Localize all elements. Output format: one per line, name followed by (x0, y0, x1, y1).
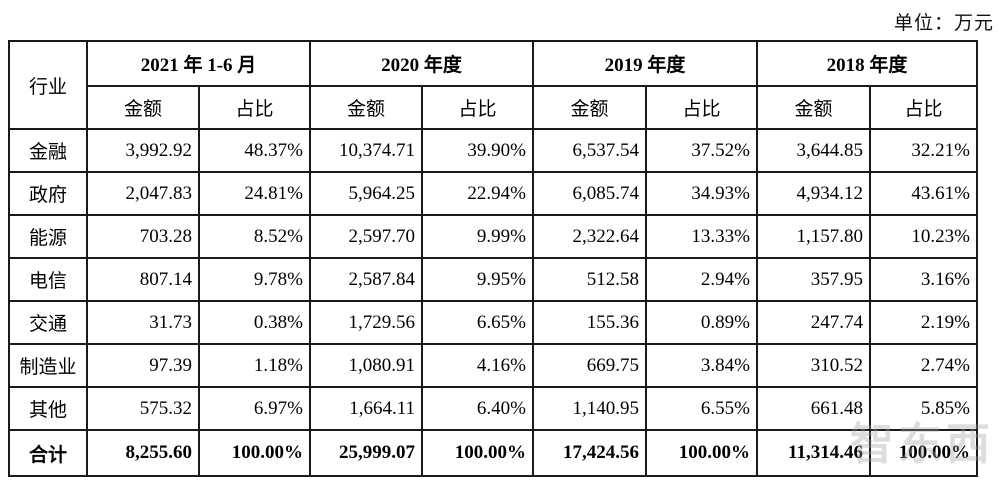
table-cell: 512.58 (532, 257, 647, 302)
table-cell: 703.28 (86, 214, 200, 259)
table-cell: 10,374.71 (309, 128, 423, 173)
table-cell: 100.00% (421, 429, 534, 477)
table-cell: 100.00% (645, 429, 758, 477)
table-cell: 11,314.46 (756, 429, 871, 477)
table-cell: 24.81% (198, 171, 311, 216)
ratio-header-2020: 占比 (421, 85, 534, 130)
table-cell: 2,322.64 (532, 214, 647, 259)
table-cell: 100.00% (198, 429, 311, 477)
period-header-2021: 2021 年 1-6 月 (86, 40, 311, 87)
table-cell: 661.48 (756, 386, 871, 431)
industry-label: 能源 (8, 214, 88, 259)
table-cell: 43.61% (869, 171, 978, 216)
table-cell: 1,157.80 (756, 214, 871, 259)
table-cell: 100.00% (869, 429, 978, 477)
table-cell: 0.38% (198, 300, 311, 345)
table-cell: 310.52 (756, 343, 871, 388)
table-cell: 34.93% (645, 171, 758, 216)
amount-header-2021: 金额 (86, 85, 200, 130)
industry-label: 其他 (8, 386, 88, 431)
ratio-header-2018: 占比 (869, 85, 978, 130)
table-cell: 48.37% (198, 128, 311, 173)
table-row-government: 政府 2,047.83 24.81% 5,964.25 22.94% 6,085… (8, 171, 978, 216)
table-cell: 6,085.74 (532, 171, 647, 216)
unit-label: 单位：万元 (893, 13, 994, 34)
period-header-2018: 2018 年度 (756, 40, 978, 87)
table-cell: 37.52% (645, 128, 758, 173)
table-cell: 2.94% (645, 257, 758, 302)
table-cell: 8,255.60 (86, 429, 200, 477)
table-cell: 4.16% (421, 343, 534, 388)
table-cell: 10.23% (869, 214, 978, 259)
table-cell: 155.36 (532, 300, 647, 345)
table-cell: 13.33% (645, 214, 758, 259)
table-cell: 2,587.84 (309, 257, 423, 302)
table-cell: 39.90% (421, 128, 534, 173)
table-cell: 1,664.11 (309, 386, 423, 431)
table-cell: 6,537.54 (532, 128, 647, 173)
table-row-other: 其他 575.32 6.97% 1,664.11 6.40% 1,140.95 … (8, 386, 978, 431)
industry-label: 电信 (8, 257, 88, 302)
header-row-subcolumns: 金额 占比 金额 占比 金额 占比 金额 占比 (9, 85, 978, 130)
table-cell: 357.95 (756, 257, 871, 302)
total-label: 合计 (8, 429, 88, 477)
table-cell: 8.52% (198, 214, 311, 259)
total-row: 合计 8,255.60 100.00% 25,999.07 100.00% 17… (8, 429, 978, 477)
table-cell: 6.97% (198, 386, 311, 431)
table-cell: 4,934.12 (756, 171, 871, 216)
industry-label: 政府 (8, 171, 88, 216)
table-cell: 3.84% (645, 343, 758, 388)
table-row-transport: 交通 31.73 0.38% 1,729.56 6.65% 155.36 0.8… (8, 300, 978, 345)
ratio-header-2019: 占比 (645, 85, 758, 130)
table-cell: 17,424.56 (532, 429, 647, 477)
table-cell: 3.16% (869, 257, 978, 302)
table-cell: 1,080.91 (309, 343, 423, 388)
industry-label: 制造业 (8, 343, 88, 388)
table-cell: 3,644.85 (756, 128, 871, 173)
table-cell: 25,999.07 (309, 429, 423, 477)
table-cell: 97.39 (86, 343, 200, 388)
industry-column-header: 行业 (8, 40, 88, 130)
period-header-2019: 2019 年度 (532, 40, 758, 87)
industry-label: 交通 (8, 300, 88, 345)
table-cell: 9.95% (421, 257, 534, 302)
table-row-telecom: 电信 807.14 9.78% 2,587.84 9.95% 512.58 2.… (8, 257, 978, 302)
period-header-2020: 2020 年度 (309, 40, 534, 87)
industry-revenue-table: 行业 2021 年 1-6 月 2020 年度 2019 年度 2018 年度 … (8, 40, 978, 477)
table-cell: 9.99% (421, 214, 534, 259)
table-cell: 1,729.56 (309, 300, 423, 345)
amount-header-2019: 金额 (532, 85, 647, 130)
table-cell: 3,992.92 (86, 128, 200, 173)
table-cell: 31.73 (86, 300, 200, 345)
table-cell: 247.74 (756, 300, 871, 345)
table-cell: 6.40% (421, 386, 534, 431)
table-cell: 0.89% (645, 300, 758, 345)
ratio-header-2021: 占比 (198, 85, 311, 130)
table-cell: 2.19% (869, 300, 978, 345)
amount-header-2018: 金额 (756, 85, 871, 130)
table-cell: 1,140.95 (532, 386, 647, 431)
table-cell: 2,047.83 (86, 171, 200, 216)
table-cell: 575.32 (86, 386, 200, 431)
header-row-periods: 行业 2021 年 1-6 月 2020 年度 2019 年度 2018 年度 (8, 40, 978, 130)
table-cell: 2,597.70 (309, 214, 423, 259)
table-cell: 669.75 (532, 343, 647, 388)
table-row-manufacturing: 制造业 97.39 1.18% 1,080.91 4.16% 669.75 3.… (8, 343, 978, 388)
table-cell: 32.21% (869, 128, 978, 173)
table-cell: 1.18% (198, 343, 311, 388)
table-row-finance: 金融 3,992.92 48.37% 10,374.71 39.90% 6,53… (8, 128, 978, 173)
table-row-energy: 能源 703.28 8.52% 2,597.70 9.99% 2,322.64 … (8, 214, 978, 259)
table-cell: 807.14 (86, 257, 200, 302)
amount-header-2020: 金额 (309, 85, 423, 130)
table-cell: 5,964.25 (309, 171, 423, 216)
table-cell: 6.65% (421, 300, 534, 345)
table-cell: 6.55% (645, 386, 758, 431)
table-cell: 2.74% (869, 343, 978, 388)
table-cell: 5.85% (869, 386, 978, 431)
industry-label: 金融 (8, 128, 88, 173)
table-cell: 22.94% (421, 171, 534, 216)
table-cell: 9.78% (198, 257, 311, 302)
